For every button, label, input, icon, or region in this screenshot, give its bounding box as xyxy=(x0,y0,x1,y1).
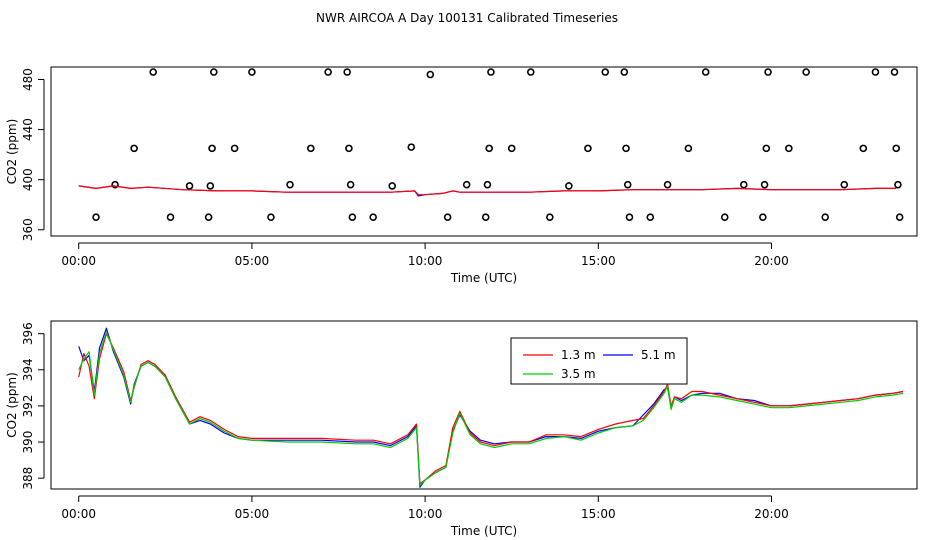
scatter-point xyxy=(248,68,256,76)
scatter-point xyxy=(802,68,810,76)
x-tick-label: 10:00 xyxy=(408,254,443,268)
y-tick-label: 394 xyxy=(21,358,35,381)
scatter-point xyxy=(646,213,655,222)
plot-frame xyxy=(50,320,918,490)
x-tick-label: 15:00 xyxy=(581,507,616,521)
legend-label: 1.3 m xyxy=(561,348,596,362)
scatter-point xyxy=(426,70,435,79)
y-tick-label: 396 xyxy=(21,322,35,345)
scatter-point xyxy=(620,68,629,76)
scatter-panel: 00:00 05:00 10:00 15:00 20:00 Time (UTC) 360 40… xyxy=(5,66,918,285)
x-tick-label: 20:00 xyxy=(754,254,789,268)
scatter-point xyxy=(584,144,592,153)
scatter-point xyxy=(487,68,495,76)
scatter-point xyxy=(92,213,100,222)
scatter-point xyxy=(526,68,535,76)
series-line-1-3-m xyxy=(78,185,897,196)
scatter-point xyxy=(859,144,868,153)
scatter-point xyxy=(185,182,194,190)
scatter-point xyxy=(622,144,630,153)
scatter-point xyxy=(760,180,769,189)
scatter-point xyxy=(507,144,516,153)
scatter-point xyxy=(821,213,830,222)
scatter-point xyxy=(739,180,748,189)
x-axis-title: Time (UTC) xyxy=(450,271,517,285)
x-tick-label: 15:00 xyxy=(581,254,616,268)
x-tick-label: 20:00 xyxy=(754,507,789,521)
legend-label: 3.5 m xyxy=(561,367,596,381)
legend-box xyxy=(510,337,688,385)
scatter-point xyxy=(348,213,357,222)
scatter-point xyxy=(407,143,416,151)
scatter-point xyxy=(895,213,904,222)
scatter-point xyxy=(206,182,215,190)
scatter-point xyxy=(462,180,471,189)
scatter-point xyxy=(166,213,175,222)
scatter-point xyxy=(840,180,849,189)
x-tick-label: 05:00 xyxy=(235,507,270,521)
scatter-point xyxy=(684,144,693,153)
scatter-point xyxy=(764,68,772,76)
scatter-point xyxy=(388,182,397,190)
scatter-point xyxy=(663,180,672,189)
scatter-point xyxy=(601,68,610,76)
scatter-point xyxy=(890,68,899,76)
scatter-point xyxy=(267,213,275,222)
y-tick-label: 388 xyxy=(21,467,35,490)
y-tick-label: 480 xyxy=(21,68,35,91)
y-tick-label: 390 xyxy=(21,431,35,454)
x-tick-label: 10:00 xyxy=(408,507,443,521)
scatter-point xyxy=(623,180,632,189)
line-panel: 00:00 05:00 10:00 15:00 20:00 Time (UTC) 388 39… xyxy=(5,320,918,538)
scatter-point xyxy=(871,68,880,76)
scatter-point xyxy=(759,213,767,222)
plot-frame xyxy=(50,66,918,237)
scatter-point xyxy=(443,213,452,222)
scatter-point xyxy=(485,144,493,153)
scatter-point xyxy=(720,213,729,222)
x-tick-label: 00:00 xyxy=(61,507,96,521)
x-tick-label: 00:00 xyxy=(61,254,96,268)
series-line-1-3-m xyxy=(78,333,904,485)
scatter-point xyxy=(345,144,353,153)
legend-label: 5.1 m xyxy=(641,348,676,362)
scatter-point xyxy=(483,180,492,189)
chart-title: NWR AIRCOA A Day 100131 Calibrated Times… xyxy=(316,11,618,25)
scatter-point xyxy=(306,144,315,153)
scatter-point xyxy=(565,182,573,190)
scatter-point xyxy=(892,144,901,153)
scatter-point xyxy=(230,144,239,153)
series-line-3-5-m xyxy=(78,331,904,486)
scatter-point xyxy=(208,144,216,153)
y-axis-title: CO2 (ppm) xyxy=(5,119,19,185)
scatter-point xyxy=(210,68,218,76)
y-tick-label: 392 xyxy=(21,394,35,417)
scatter-point xyxy=(762,144,771,153)
scatter-point xyxy=(286,180,294,189)
scatter-point xyxy=(369,213,377,222)
y-axis-title: CO2 (ppm) xyxy=(5,372,19,438)
scatter-point xyxy=(343,68,351,76)
scatter-point xyxy=(130,144,138,153)
scatter-point xyxy=(785,144,793,153)
scatter-point xyxy=(111,180,119,189)
scatter-point xyxy=(701,68,710,76)
scatter-point xyxy=(324,68,332,76)
scatter-point xyxy=(481,213,490,222)
scatter-point xyxy=(546,213,554,222)
y-tick-label: 360 xyxy=(21,218,35,241)
y-tick-label: 400 xyxy=(21,168,35,191)
x-axis-title: Time (UTC) xyxy=(450,524,517,538)
x-tick-label: 05:00 xyxy=(235,254,270,268)
y-tick-label: 440 xyxy=(21,118,35,141)
scatter-point xyxy=(149,68,157,76)
scatter-point xyxy=(204,213,213,222)
scatter-point xyxy=(346,180,355,189)
scatter-point xyxy=(894,180,902,189)
scatter-point xyxy=(625,213,634,222)
